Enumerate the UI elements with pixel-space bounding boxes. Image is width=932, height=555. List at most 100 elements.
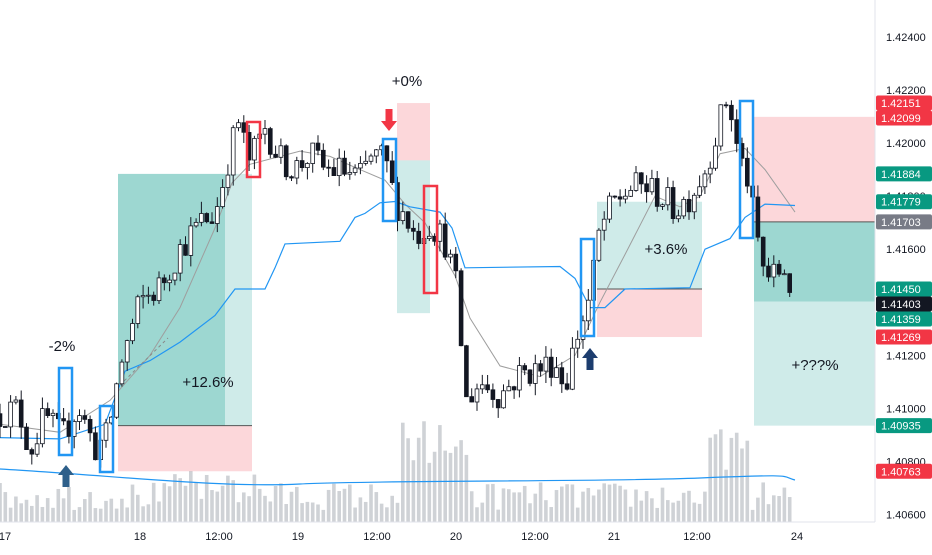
volume-bar (565, 484, 569, 522)
volume-bar (475, 507, 479, 522)
candle-down (93, 432, 98, 461)
candle-up (649, 178, 655, 193)
volume-bar (581, 491, 585, 522)
buy-arrow-icon (58, 465, 74, 487)
time-tick-label: 21 (608, 531, 620, 543)
candle-down (66, 420, 72, 437)
volume-bar (469, 491, 474, 522)
candle-down (61, 418, 66, 422)
target-zone-short-4 (754, 301, 875, 426)
annotation-label: +???% (791, 357, 838, 374)
volume-bar (120, 498, 124, 522)
candle-up (124, 340, 130, 363)
volume-bar (252, 474, 257, 522)
candle-down (548, 356, 554, 378)
volume-bar (19, 503, 23, 522)
volume-bar (104, 500, 108, 522)
price-badge (876, 194, 932, 210)
price-badge-label: 1.41884 (881, 169, 921, 181)
candle-down (458, 270, 464, 347)
candle-up (167, 279, 172, 284)
candle-down (241, 122, 247, 133)
candle-down (384, 145, 390, 162)
candle-down (342, 157, 347, 175)
candle-up (347, 172, 353, 175)
target-zone-short-4-filled (754, 221, 875, 302)
candle-down (273, 153, 278, 158)
volume-bar (607, 484, 612, 522)
price-tick-label: 1.42000 (886, 138, 926, 150)
volume-bar (512, 492, 516, 522)
volume-bar (549, 507, 553, 522)
volume-bar (745, 440, 750, 522)
volume-bar (316, 504, 320, 522)
candle-up (707, 167, 713, 175)
candle-up (692, 194, 697, 213)
price-tick-label: 1.42400 (886, 32, 926, 44)
volume-bar (93, 508, 98, 522)
candle-down (654, 178, 660, 207)
candle-down (45, 408, 50, 417)
candle-down (734, 119, 739, 144)
candle-down (289, 176, 294, 179)
volume-bar (109, 498, 114, 522)
candle-up (660, 204, 665, 207)
price-badge (876, 281, 932, 297)
volume-bar (655, 507, 659, 522)
volume-bar (374, 492, 379, 522)
volume-bar (729, 437, 734, 522)
candle-down (0, 413, 3, 427)
time-tick-label: 12:00 (521, 531, 549, 543)
price-badge-label: 1.41450 (881, 284, 921, 296)
candle-up (114, 383, 119, 418)
signal-box-blue-2 (98, 404, 115, 474)
volume-bar (67, 487, 71, 522)
candle-up (236, 122, 241, 129)
volume-bar (443, 450, 447, 522)
volume-bar (411, 460, 416, 522)
candle-up (400, 211, 406, 221)
volume-bar (454, 446, 458, 522)
candle-up (607, 195, 612, 220)
candle-up (135, 296, 141, 324)
volume-bar (666, 500, 670, 522)
volume-bar (199, 498, 204, 522)
volume-bar (713, 434, 718, 522)
price-badge-label: 1.41779 (881, 197, 921, 209)
candle-down (331, 167, 337, 177)
candle-up (177, 244, 183, 274)
volume-bar (77, 507, 82, 522)
volume-bar (226, 475, 230, 522)
candle-down (485, 384, 490, 391)
candle-down (745, 157, 750, 187)
price-badge-label: 1.41269 (881, 332, 921, 344)
candle-up (448, 253, 453, 258)
time-tick-label: 17 (0, 531, 11, 543)
volume-bar (703, 491, 707, 522)
candle-down (670, 187, 676, 220)
candle-down (183, 244, 188, 256)
candle-down (522, 365, 527, 371)
candle-down (644, 183, 649, 193)
price-badge-label: 1.40763 (881, 466, 921, 478)
time-tick-label: 12:00 (683, 531, 711, 543)
volume-bar (273, 485, 278, 522)
candle-up (426, 235, 432, 240)
price-badge-label: 1.40935 (881, 421, 921, 433)
candle-down (559, 367, 565, 385)
time-tick-label: 12:00 (363, 531, 391, 543)
signal-box-red-1 (245, 120, 262, 179)
candle-up (50, 412, 56, 416)
candle-up (336, 157, 342, 176)
candle-down (453, 253, 459, 272)
volume-bar (215, 491, 220, 522)
volume-bar (0, 483, 2, 522)
candle-up (130, 323, 135, 342)
candle-up (623, 195, 628, 200)
volume-bar (761, 482, 765, 522)
candle-down (87, 418, 93, 434)
candle-down (82, 415, 88, 420)
candle-up (501, 390, 506, 409)
